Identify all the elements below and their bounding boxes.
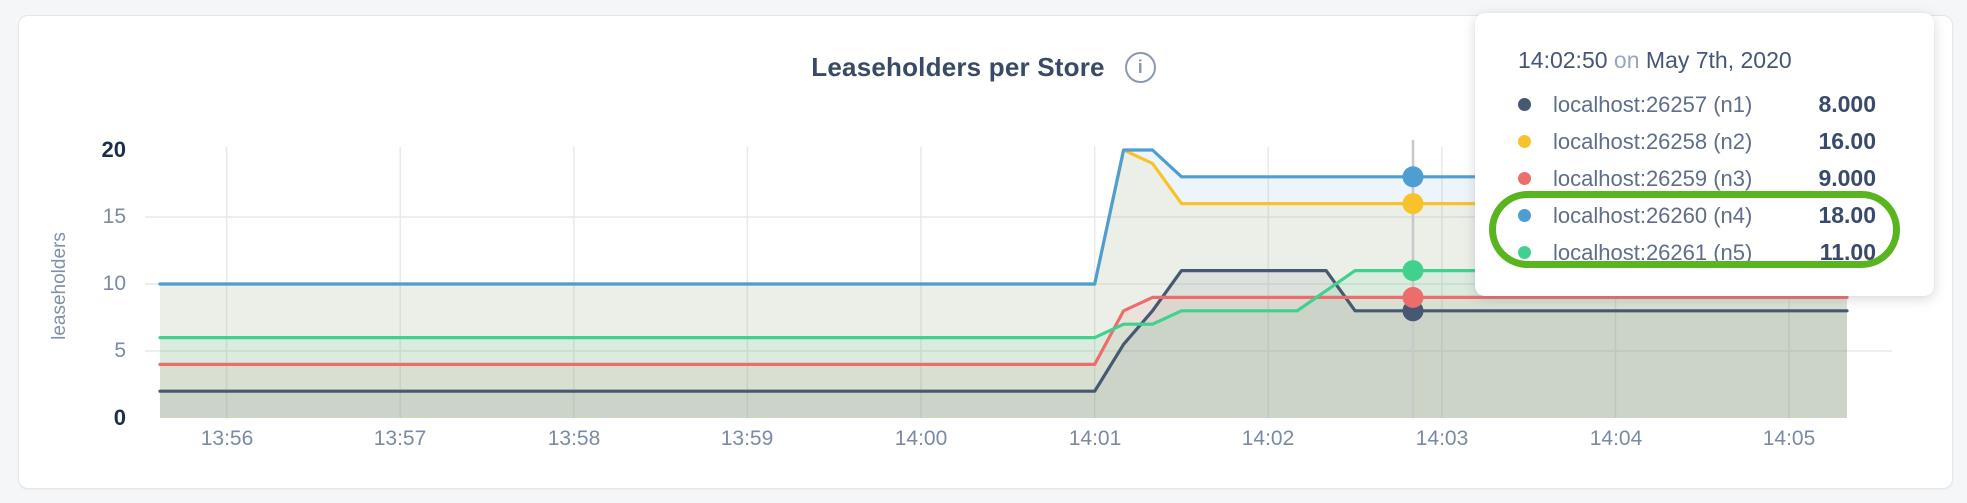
series-line-n1 [158, 269, 1849, 393]
chart-title: Leaseholders per Store [811, 52, 1105, 82]
series-label: localhost:26261 (n5) [1553, 239, 1753, 265]
series-area-n3 [160, 297, 1847, 418]
series-label: localhost:26259 (n3) [1553, 165, 1753, 191]
highlight-ellipse [1489, 191, 1900, 268]
series-dot-icon [1518, 172, 1531, 185]
series-dot-icon [1518, 135, 1531, 148]
series-line-n5 [158, 269, 1849, 340]
tooltip-time: 14:02:50 [1518, 47, 1608, 73]
series-label: localhost:26260 (n4) [1553, 202, 1753, 228]
series-area-n1 [160, 270, 1847, 418]
tooltip-timestamp: 14:02:50 on May 7th, 2020 [1518, 47, 1876, 74]
series-line-n3 [158, 295, 1849, 366]
hover-dot-n4 [1402, 166, 1424, 188]
series-label: localhost:26257 (n1) [1553, 91, 1753, 117]
tooltip-series-row: localhost:26257 (n1) 8.000 [1518, 86, 1876, 123]
tooltip-series-row: localhost:26258 (n2) 16.00 [1518, 123, 1876, 160]
hover-dot-n3 [1402, 286, 1424, 308]
series-value: 8.000 [1818, 91, 1876, 117]
hover-dot-n2 [1402, 193, 1424, 215]
tooltip-time-connector: on [1613, 47, 1640, 73]
series-area-n5 [160, 270, 1847, 418]
tooltip-series-row: localhost:26259 (n3) 9.000 [1518, 160, 1876, 197]
tooltip-series-row: localhost:26261 (n5) 11.00 [1518, 234, 1876, 271]
y-axis-label: leaseholders [49, 232, 70, 340]
hover-dot-n5 [1402, 260, 1424, 282]
series-value: 9.000 [1818, 165, 1876, 191]
series-dot-icon [1518, 98, 1531, 111]
series-label: localhost:26258 (n2) [1553, 128, 1753, 154]
series-line-n4 [158, 148, 1849, 286]
chart-header: Leaseholders per Store i [0, 52, 1967, 83]
series-value: 16.00 [1818, 128, 1876, 154]
info-icon[interactable]: i [1124, 52, 1156, 83]
tooltip-date: May 7th, 2020 [1645, 47, 1792, 73]
